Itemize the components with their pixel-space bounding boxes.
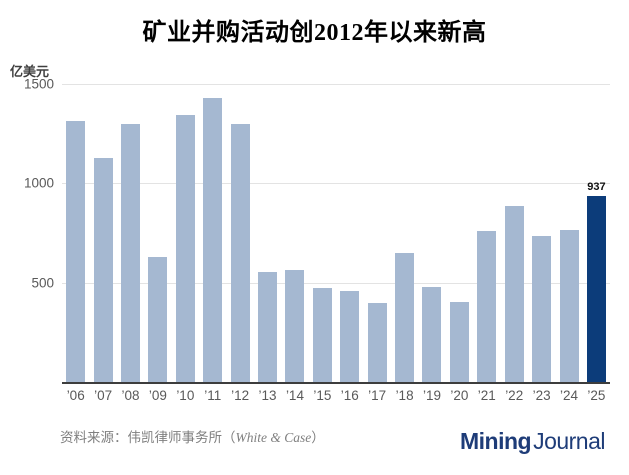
bar-’12 [230, 124, 250, 382]
source-text-close: ） [311, 430, 325, 445]
x-tick-’11: ’11 [204, 388, 222, 403]
bar-column-’06 [62, 84, 89, 382]
x-tick-’08: ’08 [121, 388, 140, 403]
x-tick-’21: ’21 [477, 388, 496, 403]
x-tick-’12: ’12 [231, 388, 250, 403]
source-text-latin: White & Case [235, 430, 312, 445]
bar-’24 [559, 230, 579, 382]
bar-’22 [504, 206, 524, 382]
x-tick-’07: ’07 [94, 388, 113, 403]
bar-’19 [422, 287, 442, 382]
bar-column-’17 [363, 84, 390, 382]
bar-column-’25: 937 [583, 84, 610, 382]
x-tick-’16: ’16 [340, 388, 359, 403]
x-tick-’22: ’22 [505, 388, 524, 403]
bar-’18 [395, 253, 415, 382]
plot-area: 937 [62, 84, 610, 384]
x-tick-’14: ’14 [285, 388, 304, 403]
bar-’15 [312, 288, 332, 382]
bar-’08 [121, 124, 141, 382]
y-tick-500: 500 [31, 275, 54, 291]
bar-column-’12 [226, 84, 253, 382]
x-axis-tick-labels: ’06 ’07 ’08 ’09 ’10 ’11 ’12 ’13 ’14 ’15 ’16 ’17 ’18 ’… [62, 388, 610, 403]
bar-column-’07 [89, 84, 116, 382]
bar-column-’22 [501, 84, 528, 382]
bar-’06 [66, 121, 86, 382]
gridline-1000 [62, 183, 610, 185]
bar-’21 [477, 231, 497, 382]
source-text-cn: 资料来源：伟凯律师事务所（ [60, 430, 236, 445]
x-tick-’18: ’18 [395, 388, 414, 403]
chart-title: 矿业并购活动创2012年以来新高 [142, 20, 487, 46]
x-tick-’20: ’20 [450, 388, 469, 403]
bar-column-’16 [336, 84, 363, 382]
x-tick-’24: ’24 [560, 388, 579, 403]
bar-column-’13 [254, 84, 281, 382]
bar-’11 [203, 98, 223, 382]
x-tick-’09: ’09 [148, 388, 167, 403]
mining-journal-logo: MiningJournal [459, 428, 606, 455]
y-tick-1500: 1500 [23, 76, 54, 92]
bar-column-’09 [144, 84, 171, 382]
x-tick-’13: ’13 [258, 388, 277, 403]
bar-’09 [148, 257, 168, 382]
bar-’16 [340, 291, 360, 382]
bar-column-’19 [418, 84, 445, 382]
bar-value-label: 937 [587, 181, 606, 193]
y-axis-unit-label: 亿美元 [10, 64, 50, 79]
bar-column-’18 [391, 84, 418, 382]
y-tick-1000: 1000 [23, 175, 54, 191]
bar-’25 [586, 196, 606, 382]
logo-word-journal: Journal [533, 428, 605, 454]
x-tick-’17: ’17 [368, 388, 387, 403]
bar-’23 [532, 236, 552, 382]
gridline-500 [62, 282, 610, 284]
x-tick-’23: ’23 [532, 388, 551, 403]
bar-column-’10 [172, 84, 199, 382]
x-tick-’06: ’06 [66, 388, 85, 403]
gridline-1500 [62, 84, 610, 85]
source-attribution: 资料来源：伟凯律师事务所（White & Case） [60, 426, 325, 446]
x-tick-’10: ’10 [176, 388, 195, 403]
bar-’13 [258, 272, 278, 382]
bar-’14 [285, 270, 305, 382]
bar-’20 [449, 302, 469, 382]
y-axis-tick-labels: 500 1000 1500 [0, 77, 54, 382]
bar-column-’24 [555, 84, 582, 382]
bar-column-’20 [446, 84, 473, 382]
bar-column-’21 [473, 84, 500, 382]
bar-column-’14 [281, 84, 308, 382]
x-tick-’25: ’25 [587, 388, 606, 403]
bar-’07 [93, 158, 113, 382]
x-tick-’19: ’19 [422, 388, 441, 403]
bar-column-’15 [309, 84, 336, 382]
bar-’10 [175, 115, 195, 382]
x-tick-’15: ’15 [313, 388, 332, 403]
bar-column-’23 [528, 84, 555, 382]
bar-column-’11 [199, 84, 226, 382]
bar-series: 937 [62, 84, 610, 382]
logo-word-mining: Mining [459, 428, 532, 454]
bar-’17 [367, 303, 387, 382]
bar-column-’08 [117, 84, 144, 382]
